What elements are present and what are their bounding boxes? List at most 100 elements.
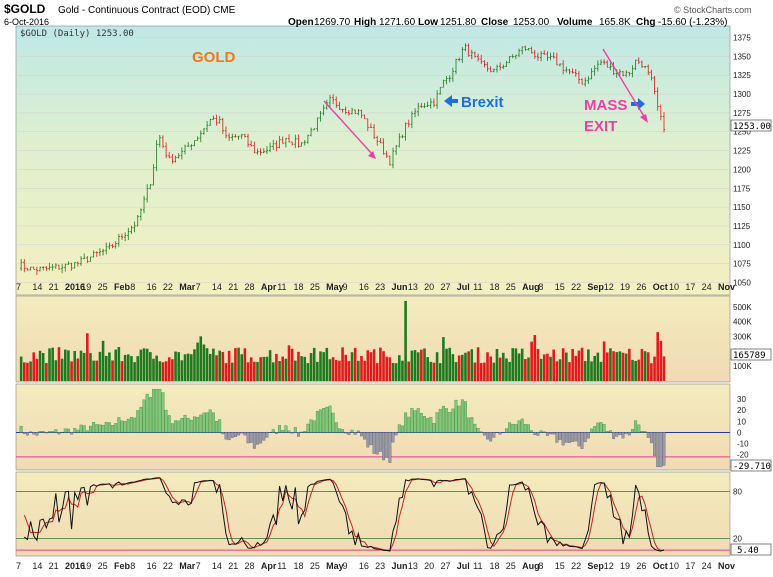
- x-tick-label: 17: [685, 561, 695, 571]
- price-y-tick: 1075: [733, 260, 751, 269]
- macd-bar: [583, 432, 587, 443]
- volume-bar: [413, 350, 417, 381]
- volume-bar: [297, 351, 300, 381]
- volume-bar: [193, 349, 196, 381]
- volume-bar: [63, 349, 67, 381]
- volume-bar: [104, 355, 108, 381]
- x-tick-label: 11: [473, 282, 482, 292]
- macd-bar: [218, 419, 222, 433]
- x-tick-label: 22: [163, 561, 173, 571]
- macd-bar: [123, 421, 127, 433]
- volume-bar: [243, 348, 247, 381]
- x-tick-label: 25: [506, 561, 516, 571]
- x-tick-label: 12: [604, 282, 614, 292]
- macd-bar: [41, 431, 45, 433]
- x-tick-label: Mar: [179, 282, 196, 292]
- macd-bar: [400, 425, 404, 433]
- macd-bar: [577, 432, 581, 447]
- volume-bar: [394, 363, 398, 381]
- x-tick-label: Apr: [261, 282, 277, 292]
- volume-bar: [347, 361, 351, 381]
- volume-bar: [265, 356, 269, 381]
- macd-bar: [419, 413, 423, 433]
- macd-bar: [482, 432, 486, 436]
- macd-bar: [391, 432, 395, 443]
- volume-bar: [316, 361, 319, 381]
- macd-bar: [148, 397, 152, 433]
- volume-bar: [117, 346, 121, 381]
- macd-bar: [552, 432, 556, 435]
- chg-value: -15.60 (-1.23%): [658, 17, 727, 28]
- stoch-signal-line: [23, 477, 665, 552]
- volume-bar: [32, 352, 36, 381]
- series-label: $GOLD (Daily) 1253.00: [20, 29, 134, 39]
- volume-bar: [300, 356, 303, 381]
- volume-bar: [309, 353, 313, 381]
- x-tick-label: 7: [196, 561, 201, 571]
- macd-bar: [303, 431, 307, 433]
- macd-bar: [646, 432, 650, 438]
- volume-bar: [67, 350, 70, 381]
- stochastic-lines: [16, 477, 730, 552]
- x-tick-label: 12: [604, 561, 614, 571]
- volume-bar: [268, 350, 272, 381]
- macd-bar: [568, 432, 571, 443]
- x-tick-label: 25: [310, 282, 320, 292]
- macd-bar: [394, 432, 398, 436]
- price-tag-box: [730, 119, 772, 132]
- x-tick-label: 14: [212, 561, 222, 571]
- x-tick-label: 2016: [65, 561, 85, 571]
- open-label: Open: [288, 17, 314, 28]
- volume-bar: [152, 358, 155, 381]
- volume-bar: [287, 345, 291, 381]
- macd-y-tick: -10: [737, 440, 749, 449]
- x-tick-label: Nov: [718, 282, 735, 292]
- macd-bar: [435, 412, 439, 433]
- macd-bar: [309, 419, 313, 433]
- volume-bar: [492, 362, 496, 381]
- volume-bar: [391, 362, 395, 381]
- macd-bar: [237, 432, 241, 436]
- x-tick-label: 14: [32, 282, 42, 292]
- macd-bar: [120, 420, 124, 433]
- macd-bar: [549, 432, 553, 435]
- volume-bar: [445, 348, 448, 381]
- macd-bar: [618, 432, 622, 435]
- volume-bar: [130, 356, 133, 381]
- x-tick-label: 27: [440, 282, 450, 292]
- macd-bar: [561, 432, 565, 446]
- macd-bar: [48, 431, 51, 433]
- volume-bar: [495, 349, 499, 381]
- macd-bar: [520, 418, 524, 433]
- volume-bar: [517, 353, 521, 381]
- volume-bar: [593, 355, 596, 381]
- macd-bar: [353, 432, 357, 435]
- x-tick-label: 13: [408, 282, 418, 292]
- x-tick-label: 18: [489, 561, 499, 571]
- x-tick-label: 11: [473, 561, 482, 571]
- volume-bar: [253, 361, 256, 381]
- macd-bar: [662, 432, 666, 466]
- volume-bar: [259, 357, 262, 381]
- x-tick-label: 19: [81, 282, 91, 292]
- volume-y-tick: 500K: [733, 303, 752, 312]
- volume-bar: [101, 340, 105, 381]
- volume-bar: [451, 354, 455, 381]
- macd-bar: [107, 422, 111, 433]
- x-tick-label: 2016: [65, 282, 85, 292]
- macd-bar: [202, 412, 206, 433]
- volume-bar: [508, 361, 511, 381]
- volume-bars: [19, 300, 666, 381]
- volume-bar: [461, 354, 464, 381]
- volume-bar: [536, 348, 540, 381]
- volume-bar: [637, 359, 641, 381]
- volume-bar: [114, 349, 117, 381]
- volume-bar: [281, 356, 285, 381]
- macd-bar: [82, 425, 86, 433]
- volume-bar: [341, 347, 344, 381]
- volume-bar: [473, 362, 477, 381]
- volume-bar: [26, 362, 29, 381]
- macd-bar: [208, 409, 212, 433]
- x-tick-label: 9: [343, 282, 348, 292]
